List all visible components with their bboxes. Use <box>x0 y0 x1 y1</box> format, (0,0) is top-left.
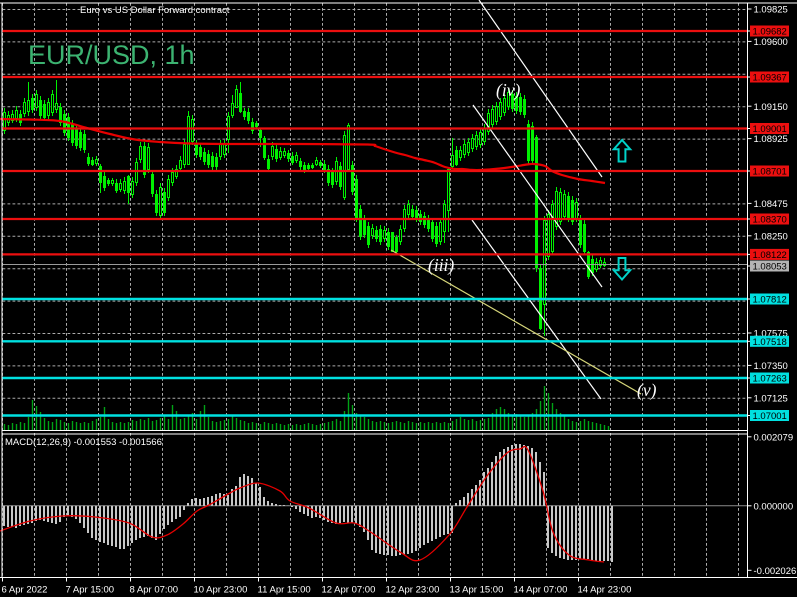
svg-text:1.07125: 1.07125 <box>754 393 788 404</box>
svg-text:12 Apr 23:00: 12 Apr 23:00 <box>386 585 440 596</box>
svg-text:1.07575: 1.07575 <box>754 329 788 340</box>
svg-text:1.09150: 1.09150 <box>754 102 788 113</box>
svg-text:-0.002026: -0.002026 <box>754 566 797 577</box>
svg-text:1.09825: 1.09825 <box>754 5 788 16</box>
svg-text:1.09001: 1.09001 <box>753 124 787 135</box>
svg-text:7 Apr 15:00: 7 Apr 15:00 <box>66 585 115 596</box>
svg-text:1.08250: 1.08250 <box>754 231 788 242</box>
svg-text:11 Apr 15:00: 11 Apr 15:00 <box>258 585 311 596</box>
svg-text:(iii): (iii) <box>428 255 454 275</box>
svg-text:1.08925: 1.08925 <box>754 134 788 145</box>
svg-text:1.07001: 1.07001 <box>753 411 787 422</box>
svg-text:1.07812: 1.07812 <box>753 295 787 306</box>
svg-text:13 Apr 15:00: 13 Apr 15:00 <box>450 585 504 596</box>
svg-text:1.08475: 1.08475 <box>754 199 788 210</box>
svg-text:12 Apr 07:00: 12 Apr 07:00 <box>322 585 376 596</box>
svg-text:(v): (v) <box>637 380 657 400</box>
svg-text:14 Apr 07:00: 14 Apr 07:00 <box>514 585 568 596</box>
svg-text:14 Apr 23:00: 14 Apr 23:00 <box>578 585 632 596</box>
svg-text:1.07263: 1.07263 <box>753 374 787 385</box>
svg-text:Euro vs US Dollar Forward cont: Euro vs US Dollar Forward contract <box>80 5 230 16</box>
svg-text:1.08370: 1.08370 <box>753 215 787 226</box>
svg-text:1.08122: 1.08122 <box>753 250 787 261</box>
svg-text:1.09682: 1.09682 <box>753 27 787 38</box>
svg-text:1.08701: 1.08701 <box>753 167 787 178</box>
svg-text:10 Apr 23:00: 10 Apr 23:00 <box>194 585 248 596</box>
svg-text:1.08053: 1.08053 <box>753 262 787 273</box>
svg-text:EUR/USD, 1h: EUR/USD, 1h <box>28 40 195 70</box>
svg-text:1.07350: 1.07350 <box>754 361 788 372</box>
svg-text:(iv): (iv) <box>496 80 520 100</box>
svg-text:6 Apr 2022: 6 Apr 2022 <box>2 585 48 596</box>
svg-text:1.09367: 1.09367 <box>753 73 787 84</box>
svg-text:1.09600: 1.09600 <box>754 37 788 48</box>
svg-text:0.000000: 0.000000 <box>754 501 794 512</box>
svg-text:MACD(12,26,9) -0.001553 -0.001: MACD(12,26,9) -0.001553 -0.001566 <box>5 437 162 448</box>
svg-text:1.07518: 1.07518 <box>753 337 787 348</box>
svg-text:8 Apr 07:00: 8 Apr 07:00 <box>130 585 179 596</box>
svg-text:0.002079: 0.002079 <box>754 432 794 443</box>
